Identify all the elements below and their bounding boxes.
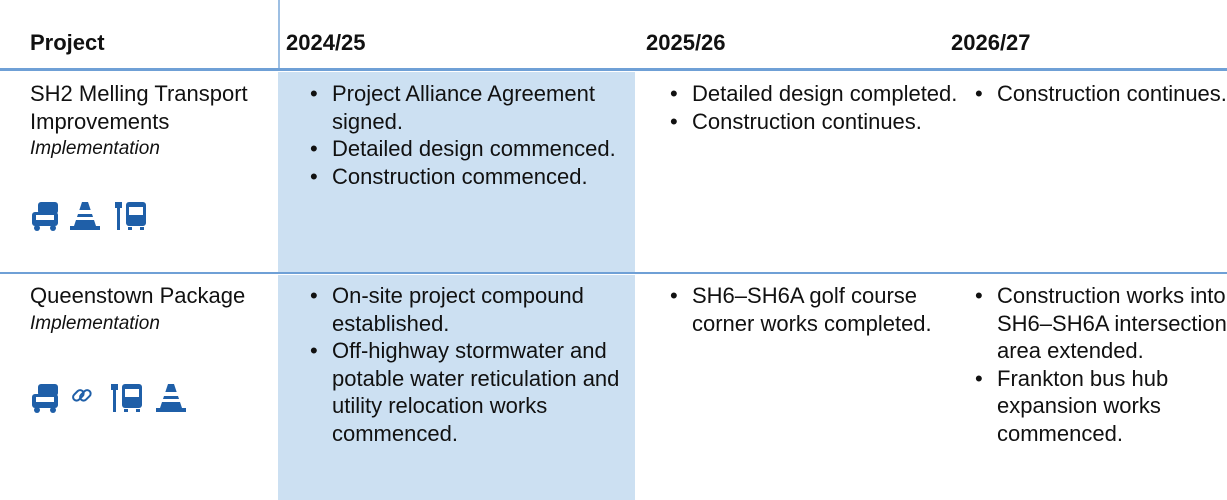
column-header: 2024/25	[286, 30, 366, 55]
bullet-list: SH6–SH6A golf course corner works comple…	[666, 282, 966, 337]
bullet-item: Construction works into SH6–SH6A interse…	[971, 282, 1227, 365]
column-header: 2025/26	[646, 30, 726, 55]
header-rule	[0, 68, 1227, 71]
milestone-cell: Construction works into SH6–SH6A interse…	[971, 282, 1227, 447]
milestone-cell: On-site project compound established.Off…	[306, 282, 651, 447]
bullet-item: SH6–SH6A golf course corner works comple…	[666, 282, 966, 337]
bullet-item: Detailed design completed.	[666, 80, 966, 108]
row-rule	[0, 272, 1227, 274]
column-header: Project	[30, 30, 105, 55]
cone-icon	[70, 202, 100, 230]
milestone-cell: Project Alliance Agreement signed.Detail…	[306, 80, 651, 190]
bullet-list: Construction works into SH6–SH6A interse…	[971, 282, 1227, 447]
icons	[30, 200, 200, 239]
project-status: Implementation	[30, 312, 160, 334]
project-cell: Queenstown Package Implementation	[30, 282, 270, 337]
mode-icons	[32, 384, 186, 413]
bullet-item: On-site project compound established.	[306, 282, 651, 337]
bullet-item: Project Alliance Agreement signed.	[306, 80, 651, 135]
bullet-item: Construction commenced.	[306, 163, 651, 191]
column-divider	[278, 0, 280, 70]
bullet-item: Frankton bus hub expansion works commenc…	[971, 365, 1227, 448]
bus-icon	[111, 384, 142, 412]
project-name: SH2 Melling Transport Improvements	[30, 81, 248, 134]
project-cell: SH2 Melling Transport Improvements Implem…	[30, 80, 270, 163]
mode-icons	[32, 202, 146, 231]
car-icon	[32, 202, 58, 231]
bus-icon	[115, 202, 146, 230]
bullet-list: Project Alliance Agreement signed.Detail…	[306, 80, 651, 190]
project-status: Implementation	[30, 138, 160, 159]
bullet-list: On-site project compound established.Off…	[306, 282, 651, 447]
bullet-list: Construction continues.	[971, 80, 1227, 108]
bullet-item: Off-highway stormwater and potable water…	[306, 337, 651, 447]
milestone-cell: Detailed design completed.Construction c…	[666, 80, 966, 135]
column-header: 2026/27	[951, 30, 1031, 55]
milestone-cell: SH6–SH6A golf course corner works comple…	[666, 282, 966, 337]
car-icon	[32, 384, 58, 413]
bullet-item: Detailed design commenced.	[306, 135, 651, 163]
icons	[30, 382, 200, 421]
milestone-cell: Construction continues.	[971, 80, 1227, 108]
project-name: Queenstown Package	[30, 283, 246, 308]
cone-icon	[156, 384, 186, 412]
bullet-item: Construction continues.	[666, 108, 966, 136]
bullet-list: Detailed design completed.Construction c…	[666, 80, 966, 135]
link-icon	[70, 387, 94, 404]
bullet-item: Construction continues.	[971, 80, 1227, 108]
